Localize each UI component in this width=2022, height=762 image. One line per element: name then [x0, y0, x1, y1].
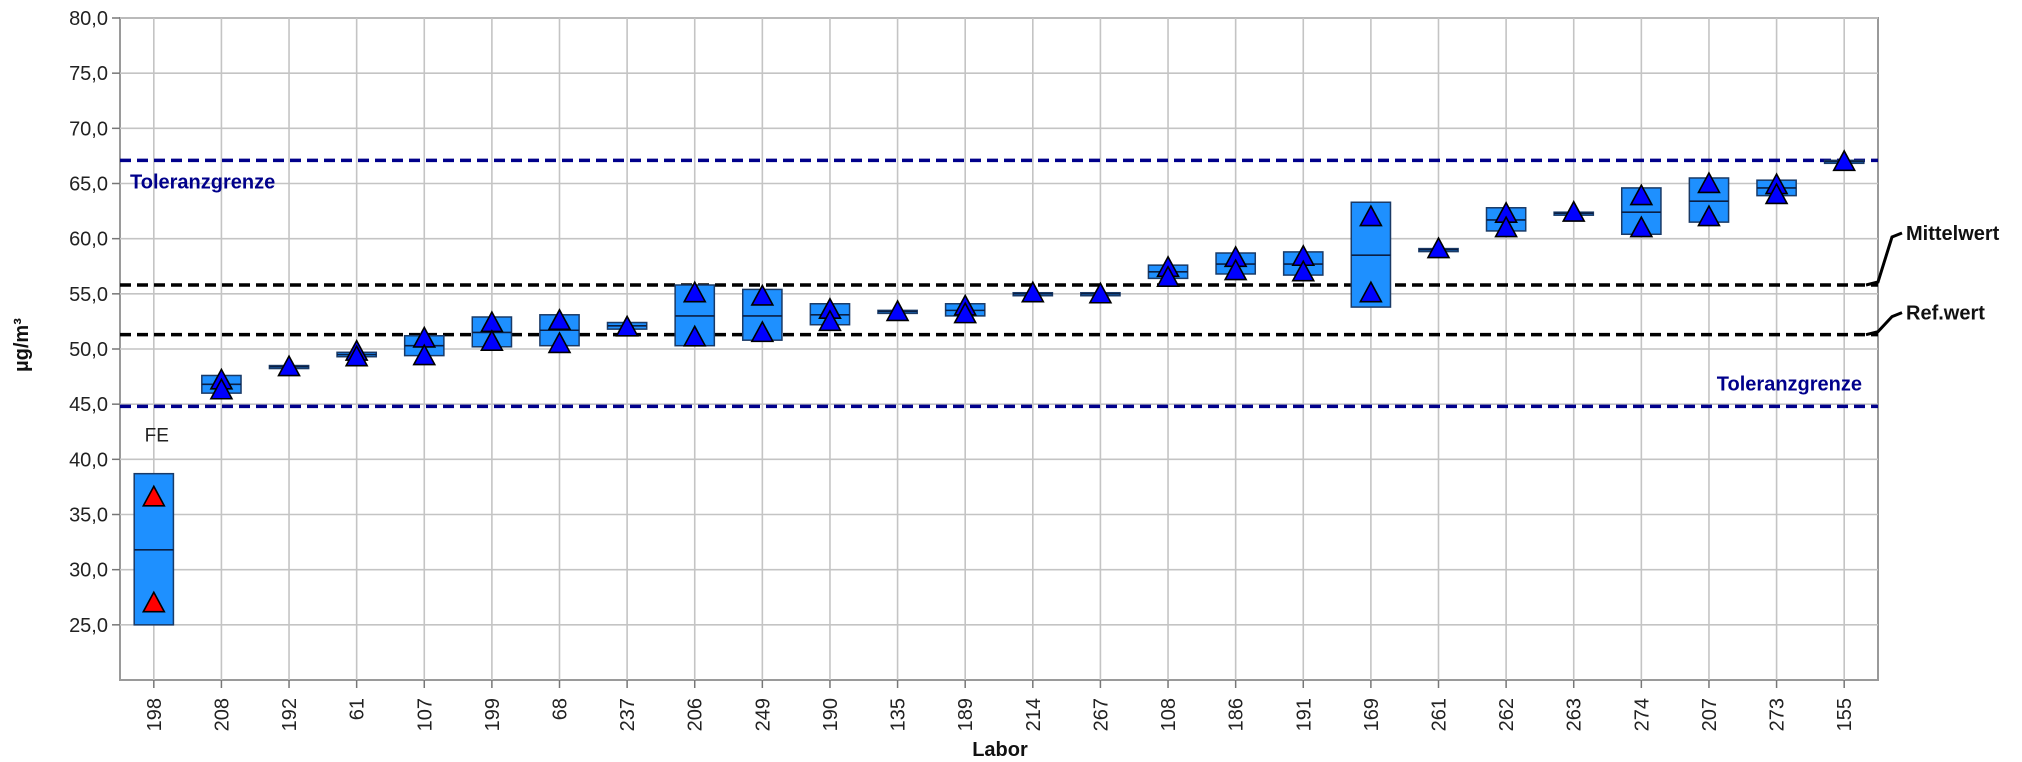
- value-marker-206-2: [682, 324, 707, 347]
- y-axis-title: µg/m³: [11, 318, 33, 372]
- y-tick-label: 55,0: [69, 284, 108, 306]
- value-marker-261-1: [1426, 236, 1451, 259]
- tolerance-label-upper: Toleranzgrenze: [130, 171, 275, 193]
- reference-value-label: Ref.wert: [1906, 303, 1985, 325]
- x-tick-label: 107: [414, 698, 436, 731]
- x-tick-label: 199: [482, 698, 504, 731]
- flag-label: FE: [145, 426, 169, 447]
- value-marker-214-1: [1020, 280, 1045, 303]
- value-marker-155-1: [1832, 149, 1857, 172]
- value-marker-169-1: [1359, 204, 1383, 227]
- x-tick-label: 155: [1834, 698, 1856, 731]
- value-marker-267-1: [1088, 281, 1113, 304]
- value-marker-274-2: [1629, 215, 1654, 238]
- x-tick-label: 214: [1023, 698, 1045, 731]
- value-marker-237-1: [615, 314, 639, 337]
- value-marker-107-2: [412, 343, 437, 366]
- value-marker-249-1: [750, 283, 775, 306]
- value-marker-198-2: [141, 590, 166, 613]
- lab-markers: [141, 149, 1857, 613]
- x-tick-label: 261: [1429, 698, 1451, 731]
- x-tick-label: 262: [1496, 698, 1518, 731]
- y-tick-label: 35,0: [69, 505, 108, 527]
- value-marker-169-2: [1359, 280, 1383, 303]
- mean-label: Mittelwert: [1906, 223, 2000, 245]
- value-marker-191-2: [1291, 259, 1316, 282]
- value-marker-186-2: [1223, 258, 1248, 281]
- x-tick-label: 169: [1361, 698, 1383, 731]
- lab-boxes: FE: [133, 159, 1865, 626]
- x-tick-label: 191: [1293, 698, 1315, 731]
- value-marker-192-1: [277, 354, 301, 377]
- x-tick-label: 190: [820, 698, 842, 731]
- value-marker-135-1: [885, 299, 910, 322]
- grid: [119, 17, 1879, 681]
- label-leader: [1865, 231, 1903, 287]
- x-tick-label: 206: [685, 698, 707, 731]
- y-tick-label: 70,0: [69, 118, 108, 140]
- x-tick-label: 273: [1767, 698, 1789, 731]
- x-tick-label: 208: [211, 698, 233, 731]
- y-tick-label: 25,0: [69, 615, 108, 637]
- x-axis-title: Labor: [972, 739, 1028, 761]
- y-tick-label: 45,0: [69, 394, 108, 416]
- x-tick-label: 108: [1158, 698, 1180, 731]
- x-tick-label: 68: [550, 698, 572, 720]
- x-tick-label: 61: [347, 698, 369, 720]
- value-marker-61-2: [344, 344, 369, 367]
- value-marker-206-1: [682, 280, 707, 303]
- x-tick-label: 274: [1631, 698, 1653, 731]
- value-marker-249-2: [750, 320, 775, 343]
- value-marker-68-2: [547, 331, 572, 354]
- reference-lines: Toleranzgrenze Toleranzgrenze Mittelwert Re…: [120, 158, 2000, 409]
- y-tick-label: 65,0: [69, 174, 108, 196]
- value-marker-189-2: [953, 301, 978, 324]
- x-tick-label: 267: [1090, 698, 1112, 731]
- x-tick-label: 186: [1226, 698, 1248, 731]
- value-marker-274-1: [1629, 183, 1654, 206]
- y-tick-label: 60,0: [69, 229, 108, 251]
- value-marker-68-1: [547, 308, 572, 331]
- value-marker-263-1: [1561, 200, 1586, 222]
- value-marker-198-1: [141, 484, 166, 507]
- value-marker-262-2: [1494, 215, 1518, 238]
- value-marker-190-2: [818, 309, 842, 332]
- label-leader: [1865, 311, 1903, 337]
- value-marker-207-1: [1697, 171, 1721, 194]
- y-tick-label: 75,0: [69, 63, 108, 85]
- tolerance-label-lower: Toleranzgrenze: [1717, 373, 1862, 395]
- x-tick-label: 207: [1699, 698, 1721, 731]
- value-marker-208-2: [209, 377, 234, 400]
- y-tick-label: 30,0: [69, 560, 108, 582]
- x-tick-label: 189: [955, 698, 977, 731]
- value-marker-207-2: [1697, 204, 1721, 227]
- value-marker-108-2: [1156, 265, 1180, 288]
- x-tick-label: 198: [144, 698, 166, 731]
- x-tick-label: 237: [617, 698, 639, 731]
- x-tick-label: 263: [1564, 698, 1586, 731]
- axes: 25,0 30,0 35,0 40,0 45,0 50,0 55,0 60,0 65,0 70,0…: [69, 8, 1856, 731]
- y-tick-label: 50,0: [69, 339, 108, 361]
- x-tick-label: 135: [888, 698, 910, 731]
- value-marker-273-2: [1764, 182, 1789, 205]
- x-tick-label: 192: [279, 698, 301, 731]
- y-tick-label: 80,0: [69, 8, 108, 30]
- value-marker-199-2: [480, 329, 504, 352]
- y-tick-label: 40,0: [69, 449, 108, 471]
- x-tick-label: 249: [752, 698, 774, 731]
